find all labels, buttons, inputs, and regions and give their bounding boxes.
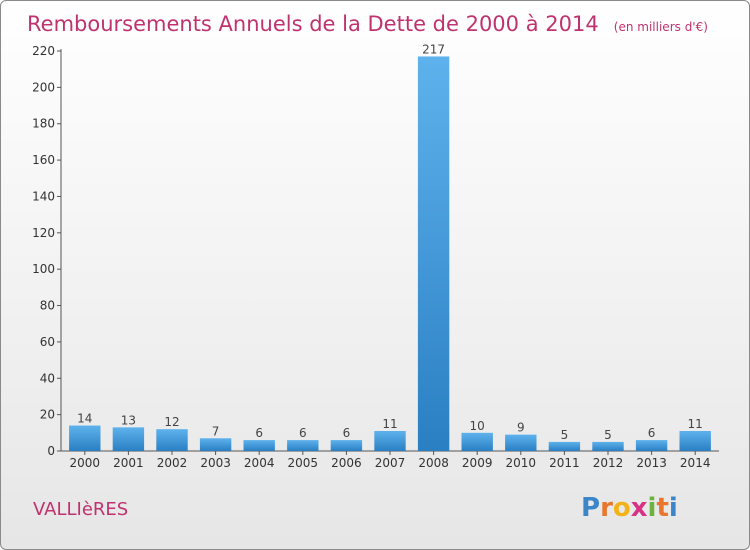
bar-value-label: 6 [299, 426, 307, 440]
x-tick-label: 2013 [636, 456, 667, 470]
x-tick-label: 2003 [200, 456, 231, 470]
y-tick-label: 40 [40, 371, 55, 385]
bar [635, 440, 668, 451]
x-tick-label: 2009 [462, 456, 493, 470]
chart-title-group: Remboursements Annuels de la Dette de 20… [27, 12, 708, 36]
x-tick-label: 2000 [70, 456, 101, 470]
x-tick-label: 2012 [593, 456, 624, 470]
axes: 0 20 40 60 80 100 120 140 160 180 200 220 2000 2001 20… [32, 44, 719, 470]
logo-letter: t [656, 493, 668, 523]
x-tick-label: 2008 [418, 456, 449, 470]
y-tick-label: 100 [32, 262, 55, 276]
x-tick-label: 2014 [680, 456, 711, 470]
x-tick-label: 2004 [244, 456, 275, 470]
y-tick-label: 120 [32, 226, 55, 240]
y-tick-label: 200 [32, 80, 55, 94]
y-tick-label: 80 [40, 299, 55, 313]
bar [374, 431, 406, 451]
bar [199, 438, 232, 451]
bar-value-label: 217 [422, 42, 445, 56]
bars: 14 13 12 7 6 6 6 11 217 10 9 5 5 6 11 [69, 42, 711, 452]
bar [417, 56, 450, 452]
x-tick-label: 2007 [375, 456, 406, 470]
bar [461, 432, 493, 451]
bar-value-label: 12 [164, 415, 179, 429]
bar-value-label: 14 [77, 412, 92, 426]
bar-value-label: 5 [561, 428, 569, 442]
y-tick-label: 220 [32, 44, 55, 58]
x-tick-label: 2002 [157, 456, 188, 470]
bar [679, 431, 711, 451]
logo-letter: P [581, 493, 600, 523]
logo-letter: o [613, 493, 631, 523]
bar-value-label: 7 [212, 424, 220, 438]
y-tick-label: 0 [47, 444, 55, 458]
commune-name: VALLIèRES [33, 499, 128, 520]
bar-value-label: 13 [121, 413, 136, 427]
x-tick-label: 2010 [506, 456, 537, 470]
logo-letter: i [648, 493, 657, 523]
x-tick-label: 2011 [549, 456, 580, 470]
bar [69, 425, 101, 451]
bar [505, 434, 537, 451]
y-tick-label: 180 [32, 117, 55, 131]
bar-value-label: 10 [470, 419, 485, 433]
bar [156, 429, 188, 451]
chart-title: Remboursements Annuels de la Dette de 20… [27, 12, 599, 36]
y-tick-label: 160 [32, 153, 55, 167]
bar-value-label: 9 [517, 421, 525, 435]
bar [592, 441, 624, 451]
logo-letter: i [669, 493, 678, 523]
bar-value-label: 6 [648, 426, 656, 440]
y-tick-label: 60 [40, 335, 55, 349]
chart-subtitle: (en milliers d'€) [614, 20, 708, 34]
x-tick-label: 2005 [288, 456, 319, 470]
proxiti-logo: Proxiti [581, 493, 678, 523]
bar [330, 440, 363, 451]
y-tick-label: 20 [40, 408, 55, 422]
bar-value-label: 6 [343, 426, 351, 440]
logo-letter: r [600, 493, 613, 523]
y-tick-label: 140 [32, 189, 55, 203]
bar-value-label: 5 [604, 428, 612, 442]
bar [112, 427, 145, 451]
logo-letter: x [631, 493, 648, 523]
bar-value-label: 6 [255, 426, 263, 440]
bar-value-label: 11 [382, 417, 397, 431]
x-tick-label: 2006 [331, 456, 362, 470]
x-tick-label: 2001 [113, 456, 144, 470]
bar [243, 440, 275, 451]
bar [287, 440, 319, 451]
bar [548, 441, 581, 451]
bar-value-label: 11 [688, 417, 703, 431]
